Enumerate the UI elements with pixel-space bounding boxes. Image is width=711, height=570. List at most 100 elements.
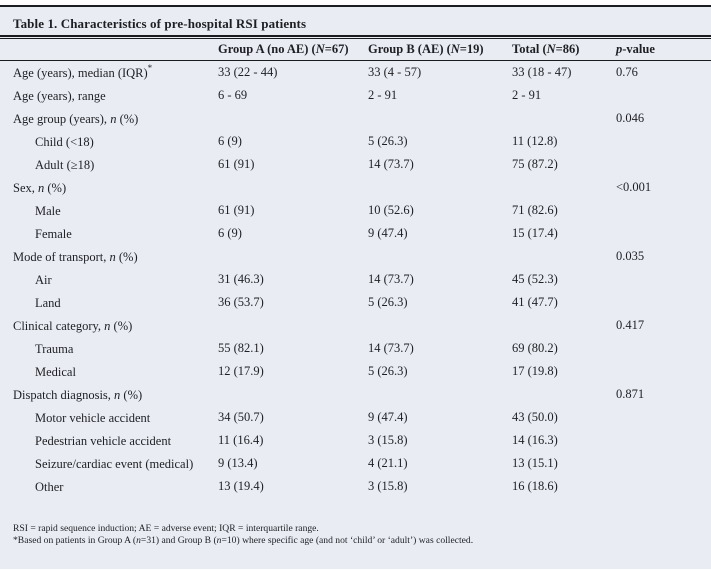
row-label-italic: n <box>114 388 121 403</box>
header-text: Total ( <box>512 42 547 56</box>
cell-group-b: 3 (15.8) <box>368 433 408 447</box>
row-label-text: Age group (years), <box>13 112 111 127</box>
header-group-b: Group B (AE) (N=19) <box>368 42 512 57</box>
cell-group-a: 55 (82.1) <box>218 341 264 355</box>
row-label: Clinical category, n (%) <box>13 317 218 334</box>
row-label-italic: n <box>110 112 117 127</box>
table-row: Pedestrian vehicle accident 11 (16.4) 3 … <box>0 429 711 452</box>
row-label-text: (%) <box>115 250 138 265</box>
row-label: Air <box>13 271 218 288</box>
header-text: =67) <box>324 42 349 56</box>
header-italic: N <box>315 42 325 56</box>
row-label: Seizure/cardiac event (medical) <box>13 455 218 472</box>
header-text: Group B (AE) ( <box>368 42 451 56</box>
cell-total: 43 (50.0) <box>512 410 558 424</box>
cell-group-b: 4 (21.1) <box>368 456 408 470</box>
top-margin <box>0 0 711 5</box>
header-text: =86) <box>555 42 580 56</box>
cell-total: 75 (87.2) <box>512 157 558 171</box>
cell-group-a: 36 (53.7) <box>218 295 264 309</box>
table-row: Age (years), range 6 - 69 2 - 91 2 - 91 <box>0 84 711 107</box>
table-row: Mode of transport, n (%) 0.035 <box>0 245 711 268</box>
cell-group-a: 6 (9) <box>218 134 242 148</box>
cell-total: 2 - 91 <box>512 88 542 102</box>
table-body: Age (years), median (IQR)* 33 (22 - 44) … <box>0 61 711 498</box>
table-row: Clinical category, n (%) 0.417 <box>0 314 711 337</box>
header-p-value: p-value <box>616 42 711 57</box>
cell-total: 45 (52.3) <box>512 272 558 286</box>
row-label-text: Male <box>35 204 61 219</box>
row-label: Mode of transport, n (%) <box>13 248 218 265</box>
table-row: Male 61 (91) 10 (52.6) 71 (82.6) <box>0 199 711 222</box>
row-label: Pedestrian vehicle accident <box>13 432 218 449</box>
footnote-text: =31) and Group B ( <box>140 535 217 546</box>
row-label-text: Adult (≥18) <box>35 158 95 173</box>
cell-total: 13 (15.1) <box>512 456 558 470</box>
footnotes: RSI = rapid sequence induction; AE = adv… <box>0 523 711 547</box>
footnote-text: =10) where specific age (and not ‘child’… <box>221 535 474 546</box>
header-total: Total (N=86) <box>512 42 616 57</box>
cell-total: 17 (19.8) <box>512 364 558 378</box>
footnote-italic: n <box>216 535 222 546</box>
row-label-italic: n <box>109 250 116 265</box>
cell-group-a: 12 (17.9) <box>218 364 264 378</box>
row-label-text: (%) <box>116 112 139 127</box>
cell-total: 71 (82.6) <box>512 203 558 217</box>
row-label-italic: n <box>38 181 45 196</box>
row-label-text: Mode of transport, <box>13 250 110 265</box>
table-panel: Table 1. Characteristics of pre-hospital… <box>0 7 711 569</box>
cell-total: 16 (18.6) <box>512 479 558 493</box>
row-label-superscript: * <box>147 62 153 73</box>
cell-group-b: 5 (26.3) <box>368 295 408 309</box>
cell-total: 33 (18 - 47) <box>512 65 572 79</box>
cell-group-a: 31 (46.3) <box>218 272 264 286</box>
row-label-text: Trauma <box>35 342 74 357</box>
cell-group-b: 14 (73.7) <box>368 341 414 355</box>
footnote-text: RSI = rapid sequence induction; AE = adv… <box>13 523 319 534</box>
header-group-a: Group A (no AE) (N=67) <box>218 42 368 57</box>
row-label: Age (years), range <box>13 87 218 104</box>
cell-p-value: 0.046 <box>616 111 645 125</box>
row-label: Medical <box>13 363 218 380</box>
row-label-text: Seizure/cardiac event (medical) <box>35 457 194 472</box>
table-row: Motor vehicle accident 34 (50.7) 9 (47.4… <box>0 406 711 429</box>
row-label-text: Land <box>35 296 61 311</box>
row-label: Adult (≥18) <box>13 156 218 173</box>
table-row: Trauma 55 (82.1) 14 (73.7) 69 (80.2) <box>0 337 711 360</box>
row-label: Female <box>13 225 218 242</box>
cell-group-b: 14 (73.7) <box>368 272 414 286</box>
table-row: Air 31 (46.3) 14 (73.7) 45 (52.3) <box>0 268 711 291</box>
cell-p-value: 0.417 <box>616 318 645 332</box>
cell-group-b: 3 (15.8) <box>368 479 408 493</box>
row-label-text: Age (years), median (IQR) <box>13 66 148 81</box>
cell-group-b: 9 (47.4) <box>368 226 408 240</box>
header-italic: p <box>616 42 623 56</box>
cell-group-b: 2 - 91 <box>368 88 398 102</box>
cell-p-value: 0.035 <box>616 249 645 263</box>
cell-p-value: 0.76 <box>616 65 638 79</box>
cell-p-value: 0.871 <box>616 387 645 401</box>
cell-total: 41 (47.7) <box>512 295 558 309</box>
row-label: Age (years), median (IQR)* <box>13 62 218 81</box>
row-label-text: Age (years), range <box>13 89 106 104</box>
row-label-text: Clinical category, <box>13 319 105 334</box>
row-label: Trauma <box>13 340 218 357</box>
row-label: Age group (years), n (%) <box>13 110 218 127</box>
table-row: Seizure/cardiac event (medical) 9 (13.4)… <box>0 452 711 475</box>
title-rule <box>0 35 711 39</box>
row-label: Land <box>13 294 218 311</box>
row-label-text: (%) <box>120 388 143 403</box>
row-label-text: Dispatch diagnosis, <box>13 388 115 403</box>
table-row: Adult (≥18) 61 (91) 14 (73.7) 75 (87.2) <box>0 153 711 176</box>
row-label: Other <box>13 478 218 495</box>
cell-group-a: 11 (16.4) <box>218 433 264 447</box>
cell-group-a: 61 (91) <box>218 157 255 171</box>
table-row: Age group (years), n (%) 0.046 <box>0 107 711 130</box>
cell-group-a: 6 - 69 <box>218 88 248 102</box>
header-text: =19) <box>459 42 484 56</box>
table-row: Age (years), median (IQR)* 33 (22 - 44) … <box>0 61 711 84</box>
cell-p-value: <0.001 <box>616 180 652 194</box>
top-rule <box>0 5 711 7</box>
cell-total: 14 (16.3) <box>512 433 558 447</box>
footnote-italic: n <box>136 535 141 546</box>
